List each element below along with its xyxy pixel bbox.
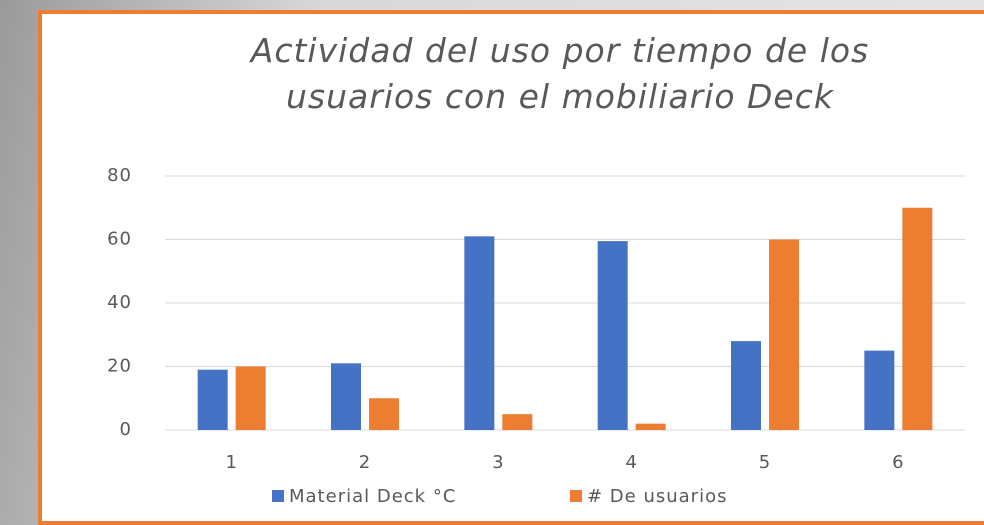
bar <box>464 236 495 430</box>
x-tick-label: 5 <box>759 452 771 473</box>
legend-swatch <box>272 490 284 502</box>
y-tick-label: 80 <box>107 165 132 186</box>
bar <box>635 423 666 430</box>
x-tick-label: 3 <box>492 452 504 473</box>
bar <box>235 366 266 430</box>
bar <box>902 207 933 430</box>
bar <box>197 369 228 430</box>
bar <box>331 363 361 430</box>
bar <box>502 414 533 430</box>
bar <box>731 341 761 430</box>
chart-title: Actividad del uso por tiempo de los usua… <box>250 31 870 116</box>
y-tick-label: 20 <box>107 356 132 377</box>
y-tick-label: 40 <box>107 292 132 313</box>
x-tick-label: 4 <box>625 452 637 473</box>
bar <box>769 239 799 430</box>
chart-frame <box>38 10 984 525</box>
bar <box>864 350 895 430</box>
legend-swatch <box>570 490 582 502</box>
legend-label: Material Deck °C <box>289 486 456 507</box>
y-tick-label: 60 <box>107 229 132 250</box>
bar <box>597 241 628 430</box>
x-tick-label: 2 <box>359 452 371 473</box>
bar <box>369 398 399 430</box>
x-tick-label: 1 <box>225 452 237 473</box>
x-tick-label: 6 <box>892 452 904 473</box>
legend-label: # De usuarios <box>587 486 727 507</box>
y-tick-label: 0 <box>120 419 132 440</box>
